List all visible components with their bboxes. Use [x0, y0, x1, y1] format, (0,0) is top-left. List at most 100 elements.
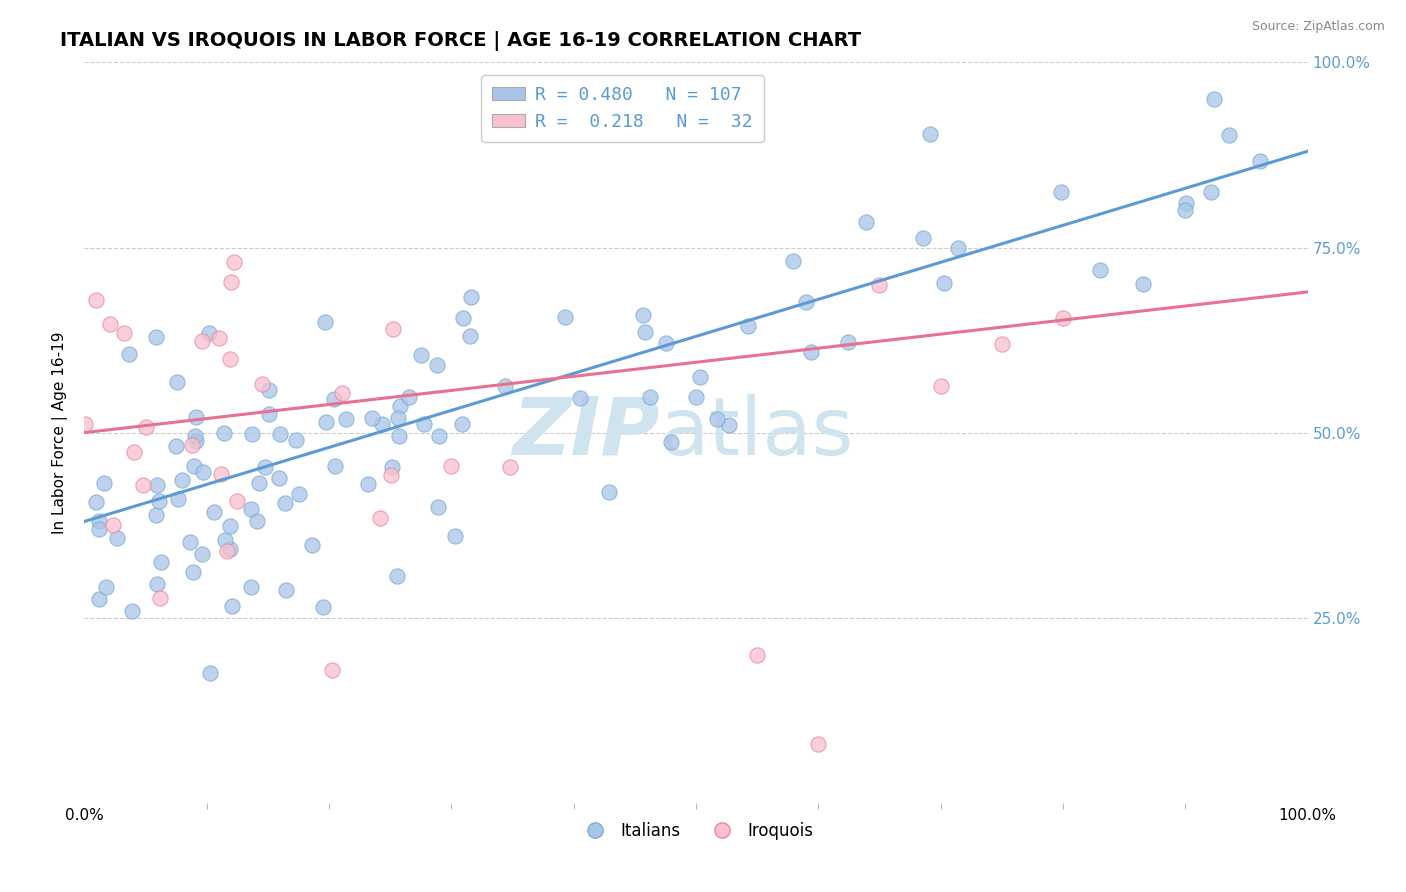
- Point: [638, 390, 661, 404]
- Point: [335, 412, 357, 426]
- Point: [122, 445, 145, 459]
- Point: [240, 427, 263, 442]
- Point: [198, 326, 221, 341]
- Point: [323, 458, 346, 473]
- Point: [718, 417, 741, 432]
- Point: [837, 334, 859, 349]
- Point: [87, 591, 110, 606]
- Point: [301, 537, 323, 551]
- Point: [101, 518, 124, 533]
- Point: [214, 533, 236, 548]
- Point: [146, 478, 169, 492]
- Point: [330, 385, 353, 400]
- Point: [257, 407, 280, 421]
- Point: [494, 379, 516, 393]
- Point: [425, 358, 447, 372]
- Point: [93, 475, 115, 490]
- Point: [202, 505, 225, 519]
- Point: [145, 508, 167, 522]
- Point: [98, 317, 121, 331]
- Point: [170, 473, 193, 487]
- Point: [225, 493, 247, 508]
- Point: [166, 492, 188, 507]
- Point: [253, 460, 276, 475]
- Point: [132, 478, 155, 492]
- Point: [183, 458, 205, 473]
- Point: [312, 600, 335, 615]
- Point: [1218, 128, 1240, 143]
- Point: [387, 569, 409, 583]
- Point: [239, 580, 262, 594]
- Point: [1132, 277, 1154, 291]
- Point: [1174, 203, 1197, 218]
- Point: [193, 466, 215, 480]
- Y-axis label: In Labor Force | Age 16-19: In Labor Force | Age 16-19: [52, 331, 69, 534]
- Point: [1052, 311, 1074, 326]
- Point: [221, 599, 243, 614]
- Point: [569, 391, 592, 405]
- Point: [991, 337, 1014, 351]
- Point: [179, 535, 201, 549]
- Point: [218, 519, 240, 533]
- Text: ZIP: ZIP: [512, 393, 659, 472]
- Point: [215, 544, 238, 558]
- Point: [631, 308, 654, 322]
- Point: [247, 475, 270, 490]
- Text: Source: ZipAtlas.com: Source: ZipAtlas.com: [1251, 20, 1385, 33]
- Point: [165, 439, 187, 453]
- Point: [451, 311, 474, 326]
- Point: [105, 532, 128, 546]
- Point: [387, 410, 409, 425]
- Point: [186, 434, 208, 448]
- Point: [451, 417, 474, 432]
- Point: [112, 326, 135, 341]
- Point: [427, 500, 450, 514]
- Point: [1202, 92, 1225, 106]
- Point: [413, 417, 436, 431]
- Point: [75, 417, 97, 431]
- Point: [1201, 185, 1223, 199]
- Point: [737, 319, 759, 334]
- Point: [807, 737, 830, 751]
- Point: [554, 310, 576, 325]
- Point: [634, 325, 657, 339]
- Point: [409, 348, 432, 362]
- Text: ITALIAN VS IROQUOIS IN LABOR FORCE | AGE 16-19 CORRELATION CHART: ITALIAN VS IROQUOIS IN LABOR FORCE | AGE…: [60, 30, 860, 51]
- Point: [920, 128, 942, 142]
- Point: [285, 434, 308, 448]
- Point: [84, 495, 107, 509]
- Legend: Italians, Iroquois: Italians, Iroquois: [572, 815, 820, 847]
- Point: [269, 427, 291, 442]
- Point: [322, 392, 344, 407]
- Point: [782, 254, 804, 268]
- Point: [948, 242, 970, 256]
- Point: [654, 335, 676, 350]
- Point: [389, 399, 412, 413]
- Text: atlas: atlas: [659, 393, 853, 472]
- Point: [598, 485, 620, 500]
- Point: [361, 411, 384, 425]
- Point: [382, 321, 405, 335]
- Point: [121, 604, 143, 618]
- Point: [747, 648, 769, 662]
- Point: [135, 420, 157, 434]
- Point: [181, 438, 204, 452]
- Point: [368, 510, 391, 524]
- Point: [219, 541, 242, 556]
- Point: [934, 277, 956, 291]
- Point: [200, 665, 222, 680]
- Point: [184, 409, 207, 424]
- Point: [145, 330, 167, 344]
- Point: [1090, 263, 1112, 277]
- Point: [460, 290, 482, 304]
- Point: [380, 468, 402, 483]
- Point: [166, 375, 188, 389]
- Point: [314, 315, 336, 329]
- Point: [659, 434, 682, 449]
- Point: [1050, 185, 1073, 199]
- Point: [181, 566, 204, 580]
- Point: [89, 514, 111, 528]
- Point: [869, 277, 891, 292]
- Point: [357, 477, 380, 491]
- Point: [371, 417, 394, 431]
